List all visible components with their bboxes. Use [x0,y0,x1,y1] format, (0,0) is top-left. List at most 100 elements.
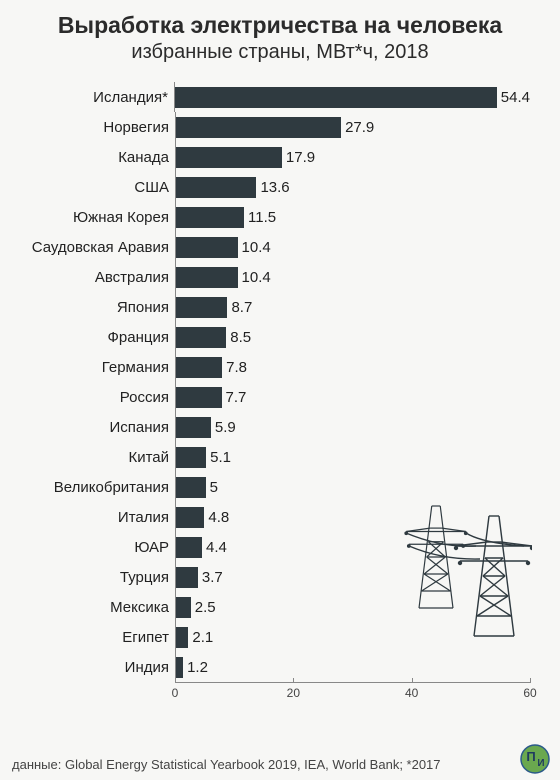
bar-value: 2.1 [192,629,213,646]
bar-cell: 7.7 [175,382,530,412]
bar-cell: 13.6 [175,172,530,202]
bar-value: 2.5 [195,599,216,616]
bar-value: 7.8 [226,359,247,376]
country-label: Испания [20,419,175,436]
country-label: ЮАР [20,539,175,556]
x-axis: 0204060 [175,682,530,712]
country-label: Китай [20,449,175,466]
axis-tick-label: 20 [287,686,300,700]
bar [176,417,211,438]
country-label: Турция [20,569,175,586]
bar-row: Исландия* 54.4 [20,82,530,112]
bar [176,477,206,498]
bar [176,267,238,288]
chart-title: Выработка электричества на человека [0,0,560,39]
bar-row: США 13.6 [20,172,530,202]
axis-tick-label: 40 [405,686,418,700]
bar [176,117,341,138]
bar-row: Испания 5.9 [20,412,530,442]
svg-text:П: П [526,749,535,764]
bar-value: 11.5 [248,209,276,226]
bar-row: Россия 7.7 [20,382,530,412]
bar [176,627,188,648]
country-label: Норвегия [20,119,175,136]
transmission-towers-icon [382,498,532,638]
bar-value: 17.9 [286,149,315,166]
country-label: Южная Корея [20,209,175,226]
bar [176,537,202,558]
bar-value: 5 [210,479,218,496]
country-label: Великобритания [20,479,175,496]
bar-row: Германия 7.8 [20,352,530,382]
bar [176,357,222,378]
bar-value: 4.4 [206,539,227,556]
axis-tick [412,678,413,683]
bar [176,327,226,348]
publisher-logo: П И [520,744,550,774]
bar [176,597,191,618]
bar [176,237,238,258]
country-label: Канада [20,149,175,166]
axis-tick [530,678,531,683]
bar-cell: 8.5 [175,322,530,352]
country-label: Исландия* [20,89,174,106]
bar-cell: 7.8 [175,352,530,382]
country-label: Саудовская Аравия [20,239,175,256]
country-label: США [20,179,175,196]
bar-value: 5.9 [215,419,236,436]
bar-value: 8.7 [231,299,252,316]
bar-cell: 27.9 [175,112,530,142]
bar-value: 4.8 [208,509,229,526]
bar-value: 13.6 [260,179,289,196]
bar-row: Китай 5.1 [20,442,530,472]
axis-tick [175,678,176,683]
bar-row: Франция 8.5 [20,322,530,352]
bar-row: Австралия 10.4 [20,262,530,292]
country-label: Индия [20,659,175,676]
bar-cell: 54.4 [174,82,530,112]
bar-cell: 1.2 [175,652,530,682]
bar-cell: 17.9 [175,142,530,172]
axis-tick-label: 0 [172,686,179,700]
bar [176,207,244,228]
svg-text:И: И [537,758,544,769]
country-label: Австралия [20,269,175,286]
bar-row: Япония 8.7 [20,292,530,322]
bar-cell: 10.4 [175,232,530,262]
bar [176,567,198,588]
chart-subtitle: избранные страны, МВт*ч, 2018 [0,41,560,64]
axis-tick-label: 60 [523,686,536,700]
bar [176,177,256,198]
bar-cell: 10.4 [175,262,530,292]
bar-cell: 11.5 [175,202,530,232]
bar-cell: 5.9 [175,412,530,442]
bar-row: Норвегия 27.9 [20,112,530,142]
bar [176,657,183,678]
bar-value: 27.9 [345,119,374,136]
country-label: Германия [20,359,175,376]
bar-cell: 8.7 [175,292,530,322]
bar-value: 1.2 [187,659,208,676]
bar-value: 10.4 [242,269,271,286]
bar [176,297,227,318]
country-label: Мексика [20,599,175,616]
bar [175,87,497,108]
bar-value: 3.7 [202,569,223,586]
country-label: Египет [20,629,175,646]
country-label: Франция [20,329,175,346]
bar-row: Саудовская Аравия 10.4 [20,232,530,262]
country-label: Япония [20,299,175,316]
bar-row: Южная Корея 11.5 [20,202,530,232]
bar-value: 10.4 [242,239,271,256]
source-footer: данные: Global Energy Statistical Yearbo… [12,757,441,772]
axis-tick [293,678,294,683]
country-label: Россия [20,389,175,406]
bar-row: Индия 1.2 [20,652,530,682]
bar-value: 8.5 [230,329,251,346]
bar [176,447,206,468]
bar-cell: 5.1 [175,442,530,472]
bar-value: 7.7 [226,389,247,406]
country-label: Италия [20,509,175,526]
bar-value: 5.1 [210,449,231,466]
bar-value: 54.4 [501,89,530,106]
